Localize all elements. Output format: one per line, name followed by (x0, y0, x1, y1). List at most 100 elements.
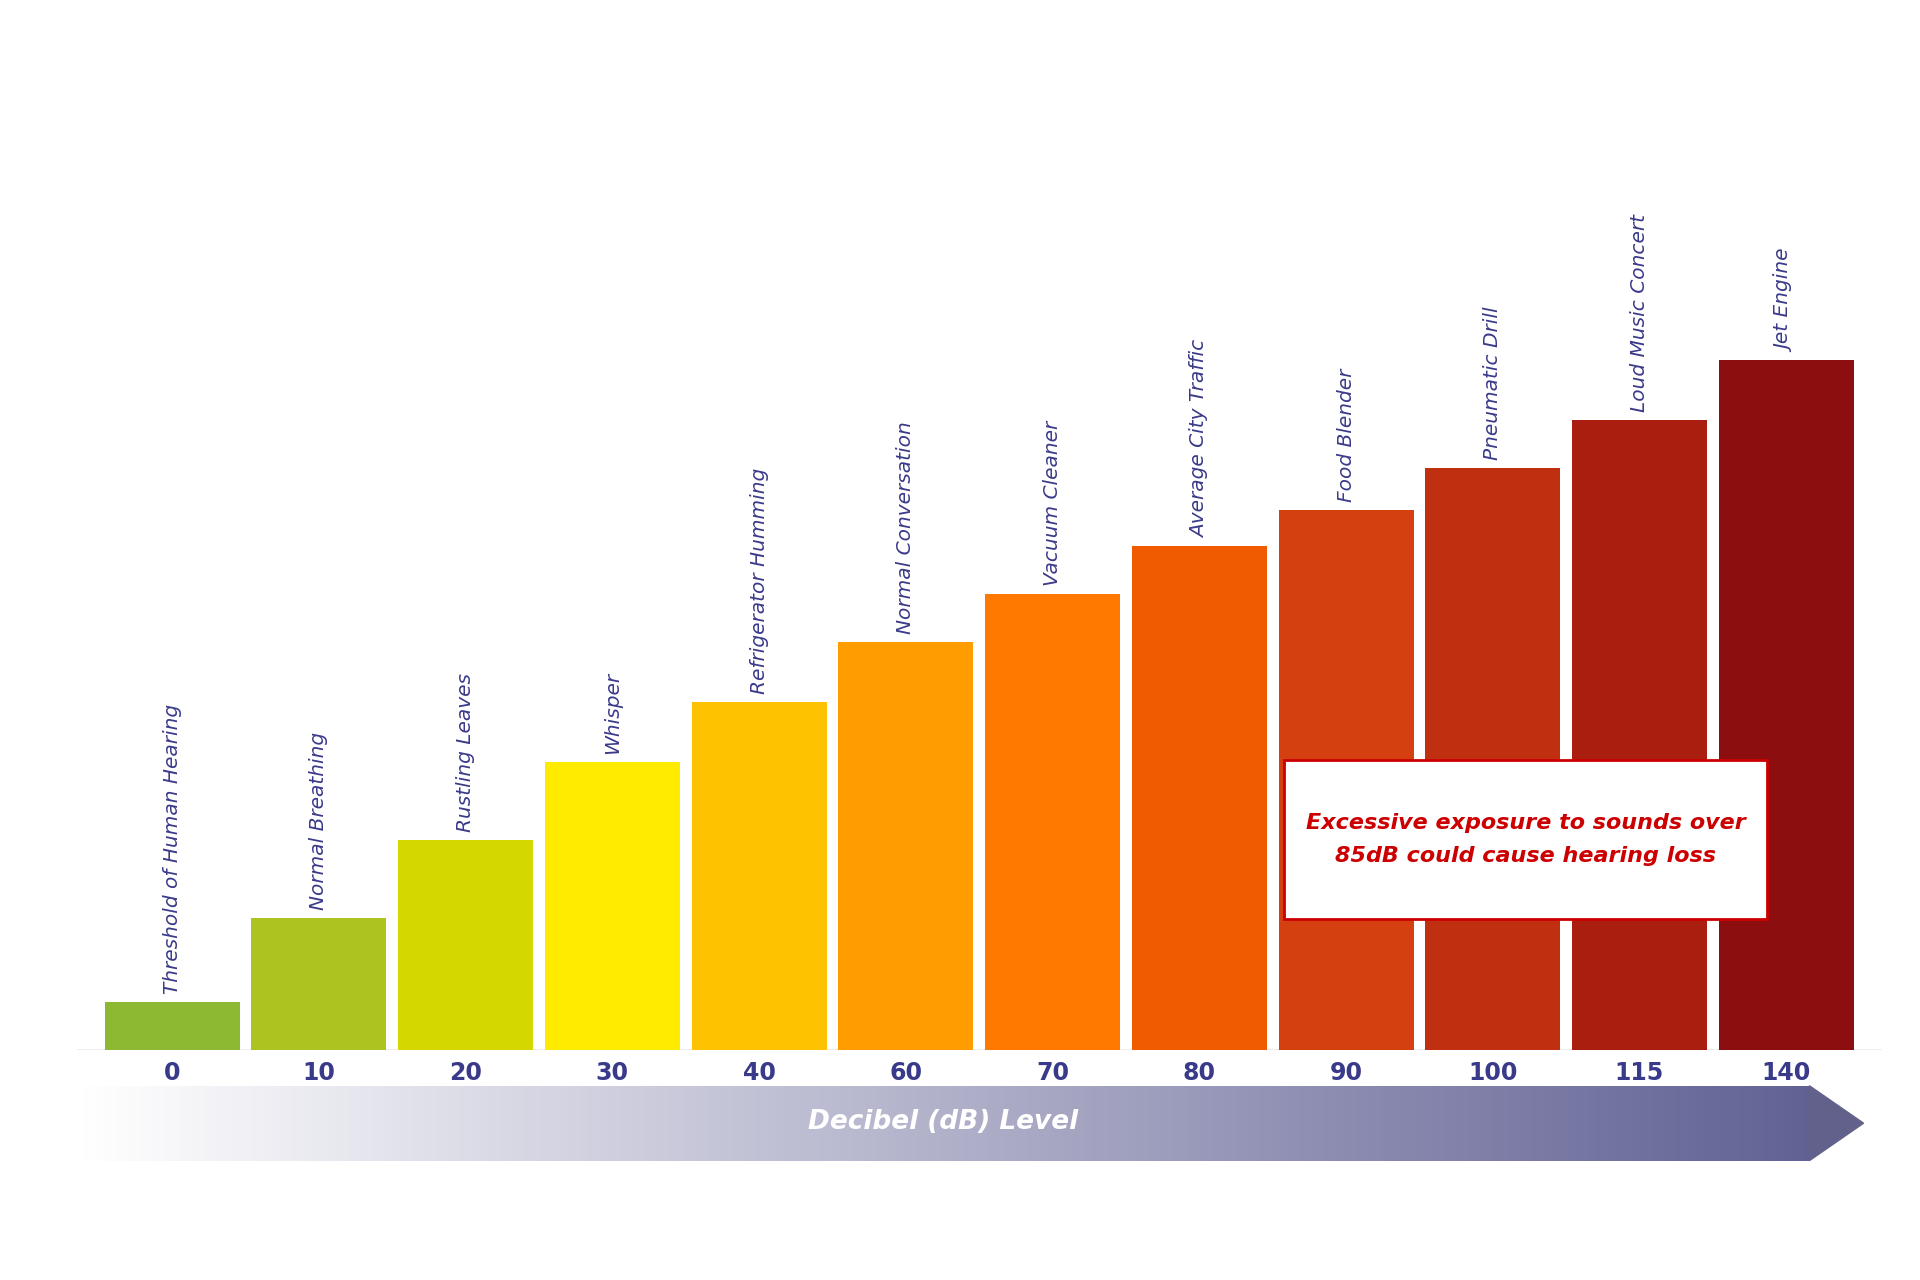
Bar (367, 1085, 372, 1161)
Bar (1363, 1085, 1369, 1161)
Text: Average City Traffic: Average City Traffic (1190, 340, 1210, 539)
Bar (839, 641, 973, 1050)
Bar (516, 1085, 522, 1161)
Bar (1194, 1085, 1202, 1161)
Bar (83, 1085, 88, 1161)
Bar (1340, 1085, 1346, 1161)
Bar (1450, 1085, 1455, 1161)
Bar (841, 1085, 847, 1161)
Bar (1096, 1085, 1102, 1161)
Bar (257, 1085, 263, 1161)
Bar (1607, 1085, 1613, 1161)
Bar (1165, 1085, 1171, 1161)
Bar (1803, 1085, 1809, 1161)
Bar (1188, 1085, 1194, 1161)
Bar (1763, 1085, 1768, 1161)
Bar (1538, 1085, 1544, 1161)
Bar (1334, 1085, 1340, 1161)
Bar (275, 1085, 280, 1161)
Bar (964, 1085, 970, 1161)
Bar (321, 1085, 326, 1161)
Bar (1027, 1085, 1033, 1161)
Bar (970, 1085, 975, 1161)
Bar (1323, 1085, 1329, 1161)
Bar (493, 1085, 499, 1161)
Bar (1085, 1085, 1091, 1161)
Bar (511, 1085, 516, 1161)
Bar (766, 1085, 772, 1161)
Bar (292, 1085, 298, 1161)
Bar (1578, 1085, 1584, 1161)
Bar (714, 1085, 720, 1161)
Bar (378, 1085, 384, 1161)
Bar (674, 1085, 680, 1161)
Bar (390, 1085, 396, 1161)
Bar (557, 1085, 564, 1161)
Bar (470, 1085, 476, 1161)
Bar (835, 1085, 841, 1161)
Bar (240, 1085, 246, 1161)
Bar (1555, 1085, 1561, 1161)
Bar (1131, 545, 1267, 1050)
Bar (1068, 1085, 1073, 1161)
Bar (175, 1085, 180, 1161)
Bar (657, 1085, 662, 1161)
Bar (1519, 1085, 1526, 1161)
Bar (806, 1085, 812, 1161)
Bar (985, 594, 1119, 1050)
Bar (545, 1085, 551, 1161)
Bar (1513, 1085, 1519, 1161)
Bar (1254, 1085, 1260, 1161)
Bar (1688, 1085, 1693, 1161)
Bar (564, 1085, 570, 1161)
Bar (1797, 1085, 1803, 1161)
Text: Pneumatic Drill: Pneumatic Drill (1484, 307, 1501, 461)
Bar (1653, 1085, 1659, 1161)
Bar (1768, 1085, 1774, 1161)
Bar (106, 1001, 240, 1050)
Bar (1386, 1085, 1392, 1161)
Bar (1561, 1085, 1567, 1161)
Bar (1613, 1085, 1619, 1161)
Bar (691, 701, 828, 1050)
Bar (476, 1085, 482, 1161)
Bar (1711, 1085, 1716, 1161)
Bar (1682, 1085, 1688, 1161)
Bar (895, 1085, 900, 1161)
Bar (634, 1085, 639, 1161)
Bar (326, 1085, 332, 1161)
Bar (1392, 1085, 1398, 1161)
Bar (1507, 1085, 1513, 1161)
Bar (1294, 1085, 1300, 1161)
Bar (1108, 1085, 1114, 1161)
Bar (1601, 1085, 1607, 1161)
Bar (1473, 1085, 1478, 1161)
Bar (760, 1085, 766, 1161)
Bar (1079, 1085, 1085, 1161)
Bar (1722, 1085, 1728, 1161)
Bar (952, 1085, 958, 1161)
Bar (743, 1085, 749, 1161)
Bar (1208, 1085, 1213, 1161)
Bar (540, 1085, 545, 1161)
Bar (280, 1085, 286, 1161)
Bar (772, 1085, 778, 1161)
Bar (924, 1085, 929, 1161)
Bar (1705, 1085, 1711, 1161)
Bar (864, 1085, 870, 1161)
Bar (111, 1085, 117, 1161)
Bar (703, 1085, 708, 1161)
Text: Loud Music Concert: Loud Music Concert (1630, 214, 1649, 412)
Bar (1225, 1085, 1231, 1161)
Bar (1647, 1085, 1653, 1161)
Bar (1306, 1085, 1311, 1161)
Bar (1311, 1085, 1317, 1161)
Bar (1596, 1085, 1601, 1161)
Bar (1369, 1085, 1375, 1161)
Bar (401, 1085, 407, 1161)
Bar (829, 1085, 835, 1161)
Bar (1438, 1085, 1444, 1161)
Bar (1033, 1085, 1039, 1161)
Bar (720, 1085, 726, 1161)
Bar (198, 1085, 204, 1161)
